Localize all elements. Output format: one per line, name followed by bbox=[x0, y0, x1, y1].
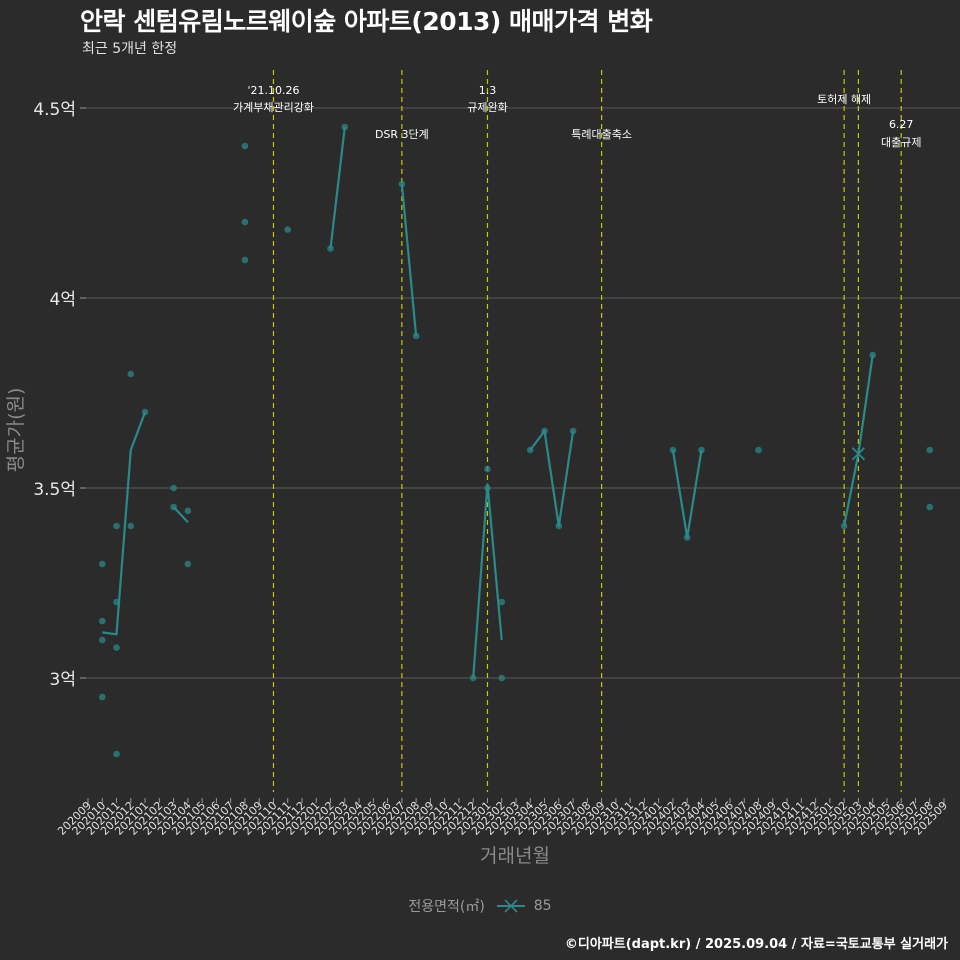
page-subtitle: 최근 5개년 한정 bbox=[82, 41, 178, 57]
data-point bbox=[127, 522, 135, 530]
data-point bbox=[241, 218, 249, 226]
data-point bbox=[412, 332, 420, 340]
y-tick-label: 4억 bbox=[50, 290, 76, 310]
grid-layer bbox=[80, 107, 960, 679]
event-label: DSR 3단계 bbox=[375, 128, 429, 141]
data-point bbox=[170, 484, 177, 492]
data-point bbox=[555, 522, 563, 530]
data-point bbox=[526, 446, 534, 454]
cross-marker bbox=[851, 447, 866, 461]
data-point bbox=[127, 370, 135, 378]
series-line-segment bbox=[671, 449, 703, 539]
series-line-segment bbox=[172, 506, 189, 523]
series-line-segment bbox=[400, 183, 418, 337]
data-point bbox=[869, 351, 876, 359]
event-label: '21.10.26 bbox=[247, 84, 299, 97]
data-point bbox=[683, 534, 691, 541]
x-axis-title: 거래년월 bbox=[480, 845, 550, 867]
source-caption: ©디아파트(dapt.kr) / 2025.09.04 / 자료=국토교통부 실… bbox=[564, 937, 948, 952]
data-point bbox=[498, 674, 506, 682]
data-point bbox=[755, 446, 762, 454]
data-point bbox=[170, 503, 177, 511]
data-point bbox=[113, 598, 120, 606]
event-label: 특례대출축소 bbox=[571, 128, 632, 141]
series-line-segment bbox=[329, 126, 346, 249]
legend-line-cross-icon bbox=[497, 899, 526, 913]
data-point bbox=[341, 123, 349, 131]
data-point bbox=[569, 427, 577, 435]
data-point bbox=[98, 693, 106, 701]
data-point bbox=[926, 503, 934, 511]
y-tick-label: 3.5억 bbox=[33, 480, 76, 500]
data-point bbox=[98, 617, 106, 625]
data-point bbox=[398, 180, 406, 188]
data-point bbox=[184, 560, 192, 568]
data-point bbox=[184, 507, 192, 515]
data-point bbox=[241, 142, 249, 150]
data-point bbox=[98, 560, 106, 568]
y-tick-label: 3억 bbox=[50, 670, 76, 690]
event-label: 1.3 bbox=[479, 84, 497, 97]
data-point bbox=[98, 636, 106, 644]
series-line-segment bbox=[529, 429, 575, 528]
data-point bbox=[113, 750, 120, 758]
legend-item-label: 85 bbox=[533, 898, 552, 914]
data-point bbox=[484, 465, 491, 473]
data-point bbox=[926, 446, 934, 454]
event-label: 가계부채관리강화 bbox=[233, 101, 314, 114]
data-point bbox=[498, 598, 506, 606]
data-point bbox=[241, 256, 249, 264]
event-label: 대출규제 bbox=[881, 136, 921, 149]
data-point bbox=[541, 427, 548, 435]
data-point bbox=[469, 674, 477, 682]
data-point bbox=[484, 484, 491, 492]
data-point bbox=[141, 408, 149, 416]
event-label: 토허제 해제 bbox=[817, 92, 871, 106]
event-label: 규제완화 bbox=[467, 101, 507, 114]
data-point bbox=[113, 644, 120, 651]
y-axis-title: 평균가(원) bbox=[5, 388, 27, 473]
page-title: 안락 센텀유림노르웨이숲 아파트(2013) 매매가격 변화 bbox=[80, 7, 653, 36]
data-point bbox=[840, 522, 848, 530]
legend: 전용면적(㎡) 85 bbox=[0, 896, 960, 916]
data-point bbox=[284, 226, 292, 233]
data-point bbox=[669, 446, 677, 454]
legend-title: 전용면적(㎡) bbox=[408, 899, 485, 915]
y-tick-label: 4.5억 bbox=[33, 100, 76, 120]
data-point bbox=[113, 522, 120, 530]
data-point bbox=[698, 446, 705, 454]
series-layer bbox=[98, 123, 934, 758]
series-line-segment bbox=[102, 411, 147, 636]
axis-layer: 3억3.5억4억4.5억2020092020102020112020122021… bbox=[33, 100, 950, 838]
series-line-segment bbox=[472, 483, 503, 679]
event-label: 6.27 bbox=[889, 118, 914, 131]
data-point bbox=[327, 245, 334, 252]
